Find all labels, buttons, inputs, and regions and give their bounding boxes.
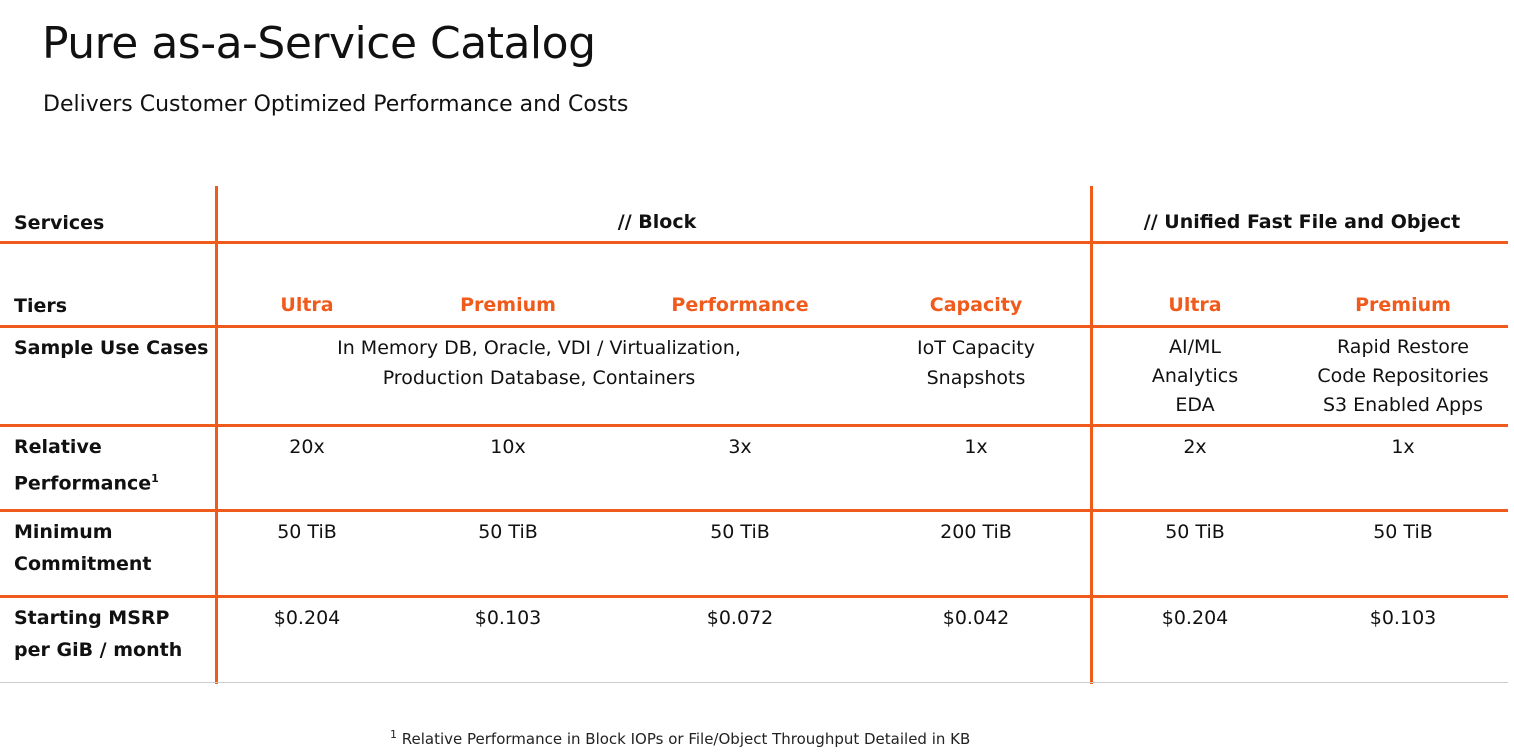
msrp-block-performance: $0.072 bbox=[706, 607, 774, 629]
use-case-line: In Memory DB, Oracle, VDI / Virtualizati… bbox=[337, 337, 741, 359]
tier-file-ultra: Ultra bbox=[1168, 294, 1222, 316]
footnote-marker: 1 bbox=[151, 472, 159, 485]
perf-block-performance: 3x bbox=[728, 436, 752, 458]
msrp-file-premium: $0.103 bbox=[1369, 607, 1437, 629]
use-case-line: S3 Enabled Apps bbox=[1322, 394, 1484, 416]
tier-block-premium: Premium bbox=[460, 294, 556, 316]
row-label-use-cases: Sample Use Cases bbox=[14, 337, 209, 359]
commit-block-premium: 50 TiB bbox=[478, 521, 538, 543]
use-case-line: Snapshots bbox=[926, 367, 1026, 389]
service-catalog-table: Services // Block // Unified Fast File a… bbox=[0, 186, 1514, 684]
row-divider bbox=[0, 325, 1508, 328]
perf-file-premium: 1x bbox=[1391, 436, 1415, 458]
use-case-block-shared: In Memory DB, Oracle, VDI / Virtualizati… bbox=[337, 333, 741, 393]
use-case-line: Analytics bbox=[1151, 365, 1239, 387]
column-divider bbox=[215, 186, 218, 684]
msrp-block-premium: $0.103 bbox=[474, 607, 542, 629]
use-case-file-ultra: AI/ML Analytics EDA bbox=[1152, 333, 1238, 420]
use-case-line: Production Database, Containers bbox=[382, 367, 696, 389]
commit-block-ultra: 50 TiB bbox=[277, 521, 337, 543]
use-case-file-premium: Rapid Restore Code Repositories S3 Enabl… bbox=[1317, 333, 1488, 420]
perf-block-premium: 10x bbox=[490, 436, 526, 458]
row-divider bbox=[0, 424, 1508, 427]
row-divider bbox=[0, 241, 1508, 244]
row-label-text: Relative Performance bbox=[14, 436, 152, 495]
service-block: // Block bbox=[617, 211, 697, 233]
footnote-text: Relative Performance in Block IOPs or Fi… bbox=[397, 730, 971, 748]
use-case-line: Rapid Restore bbox=[1337, 336, 1469, 358]
row-label-msrp: Starting MSRP per GiB / month bbox=[14, 607, 183, 661]
table-bottom-border bbox=[0, 682, 1508, 683]
use-case-line: IoT Capacity bbox=[917, 337, 1035, 359]
column-divider bbox=[1090, 186, 1093, 684]
row-label-minimum-commitment: Minimum Commitment bbox=[14, 521, 152, 575]
row-label-tiers: Tiers bbox=[14, 295, 68, 317]
tier-file-premium: Premium bbox=[1355, 294, 1451, 316]
row-divider bbox=[0, 595, 1508, 598]
use-case-line: AI/ML bbox=[1169, 336, 1221, 358]
tier-block-ultra: Ultra bbox=[280, 294, 334, 316]
use-case-line: Code Repositories bbox=[1317, 365, 1489, 387]
perf-file-ultra: 2x bbox=[1183, 436, 1207, 458]
page-title: Pure as-a-Service Catalog bbox=[42, 18, 596, 69]
tier-block-performance: Performance bbox=[671, 294, 809, 316]
msrp-block-ultra: $0.204 bbox=[273, 607, 341, 629]
row-label-services: Services bbox=[14, 212, 105, 234]
msrp-block-capacity: $0.042 bbox=[942, 607, 1010, 629]
perf-block-capacity: 1x bbox=[964, 436, 988, 458]
footnote: 1 Relative Performance in Block IOPs or … bbox=[390, 728, 970, 748]
page-subtitle: Delivers Customer Optimized Performance … bbox=[43, 92, 629, 117]
row-label-relative-performance: Relative Performance1 bbox=[14, 431, 194, 499]
commit-block-capacity: 200 TiB bbox=[940, 521, 1012, 543]
msrp-file-ultra: $0.204 bbox=[1161, 607, 1229, 629]
service-file-object: // Unified Fast File and Object bbox=[1143, 211, 1461, 233]
use-case-capacity: IoT Capacity Snapshots bbox=[917, 333, 1035, 393]
tier-block-capacity: Capacity bbox=[929, 294, 1023, 316]
perf-block-ultra: 20x bbox=[289, 436, 325, 458]
commit-file-premium: 50 TiB bbox=[1373, 521, 1433, 543]
commit-block-performance: 50 TiB bbox=[710, 521, 770, 543]
commit-file-ultra: 50 TiB bbox=[1165, 521, 1225, 543]
use-case-line: EDA bbox=[1175, 394, 1215, 416]
footnote-marker: 1 bbox=[390, 728, 397, 741]
row-divider bbox=[0, 509, 1508, 512]
